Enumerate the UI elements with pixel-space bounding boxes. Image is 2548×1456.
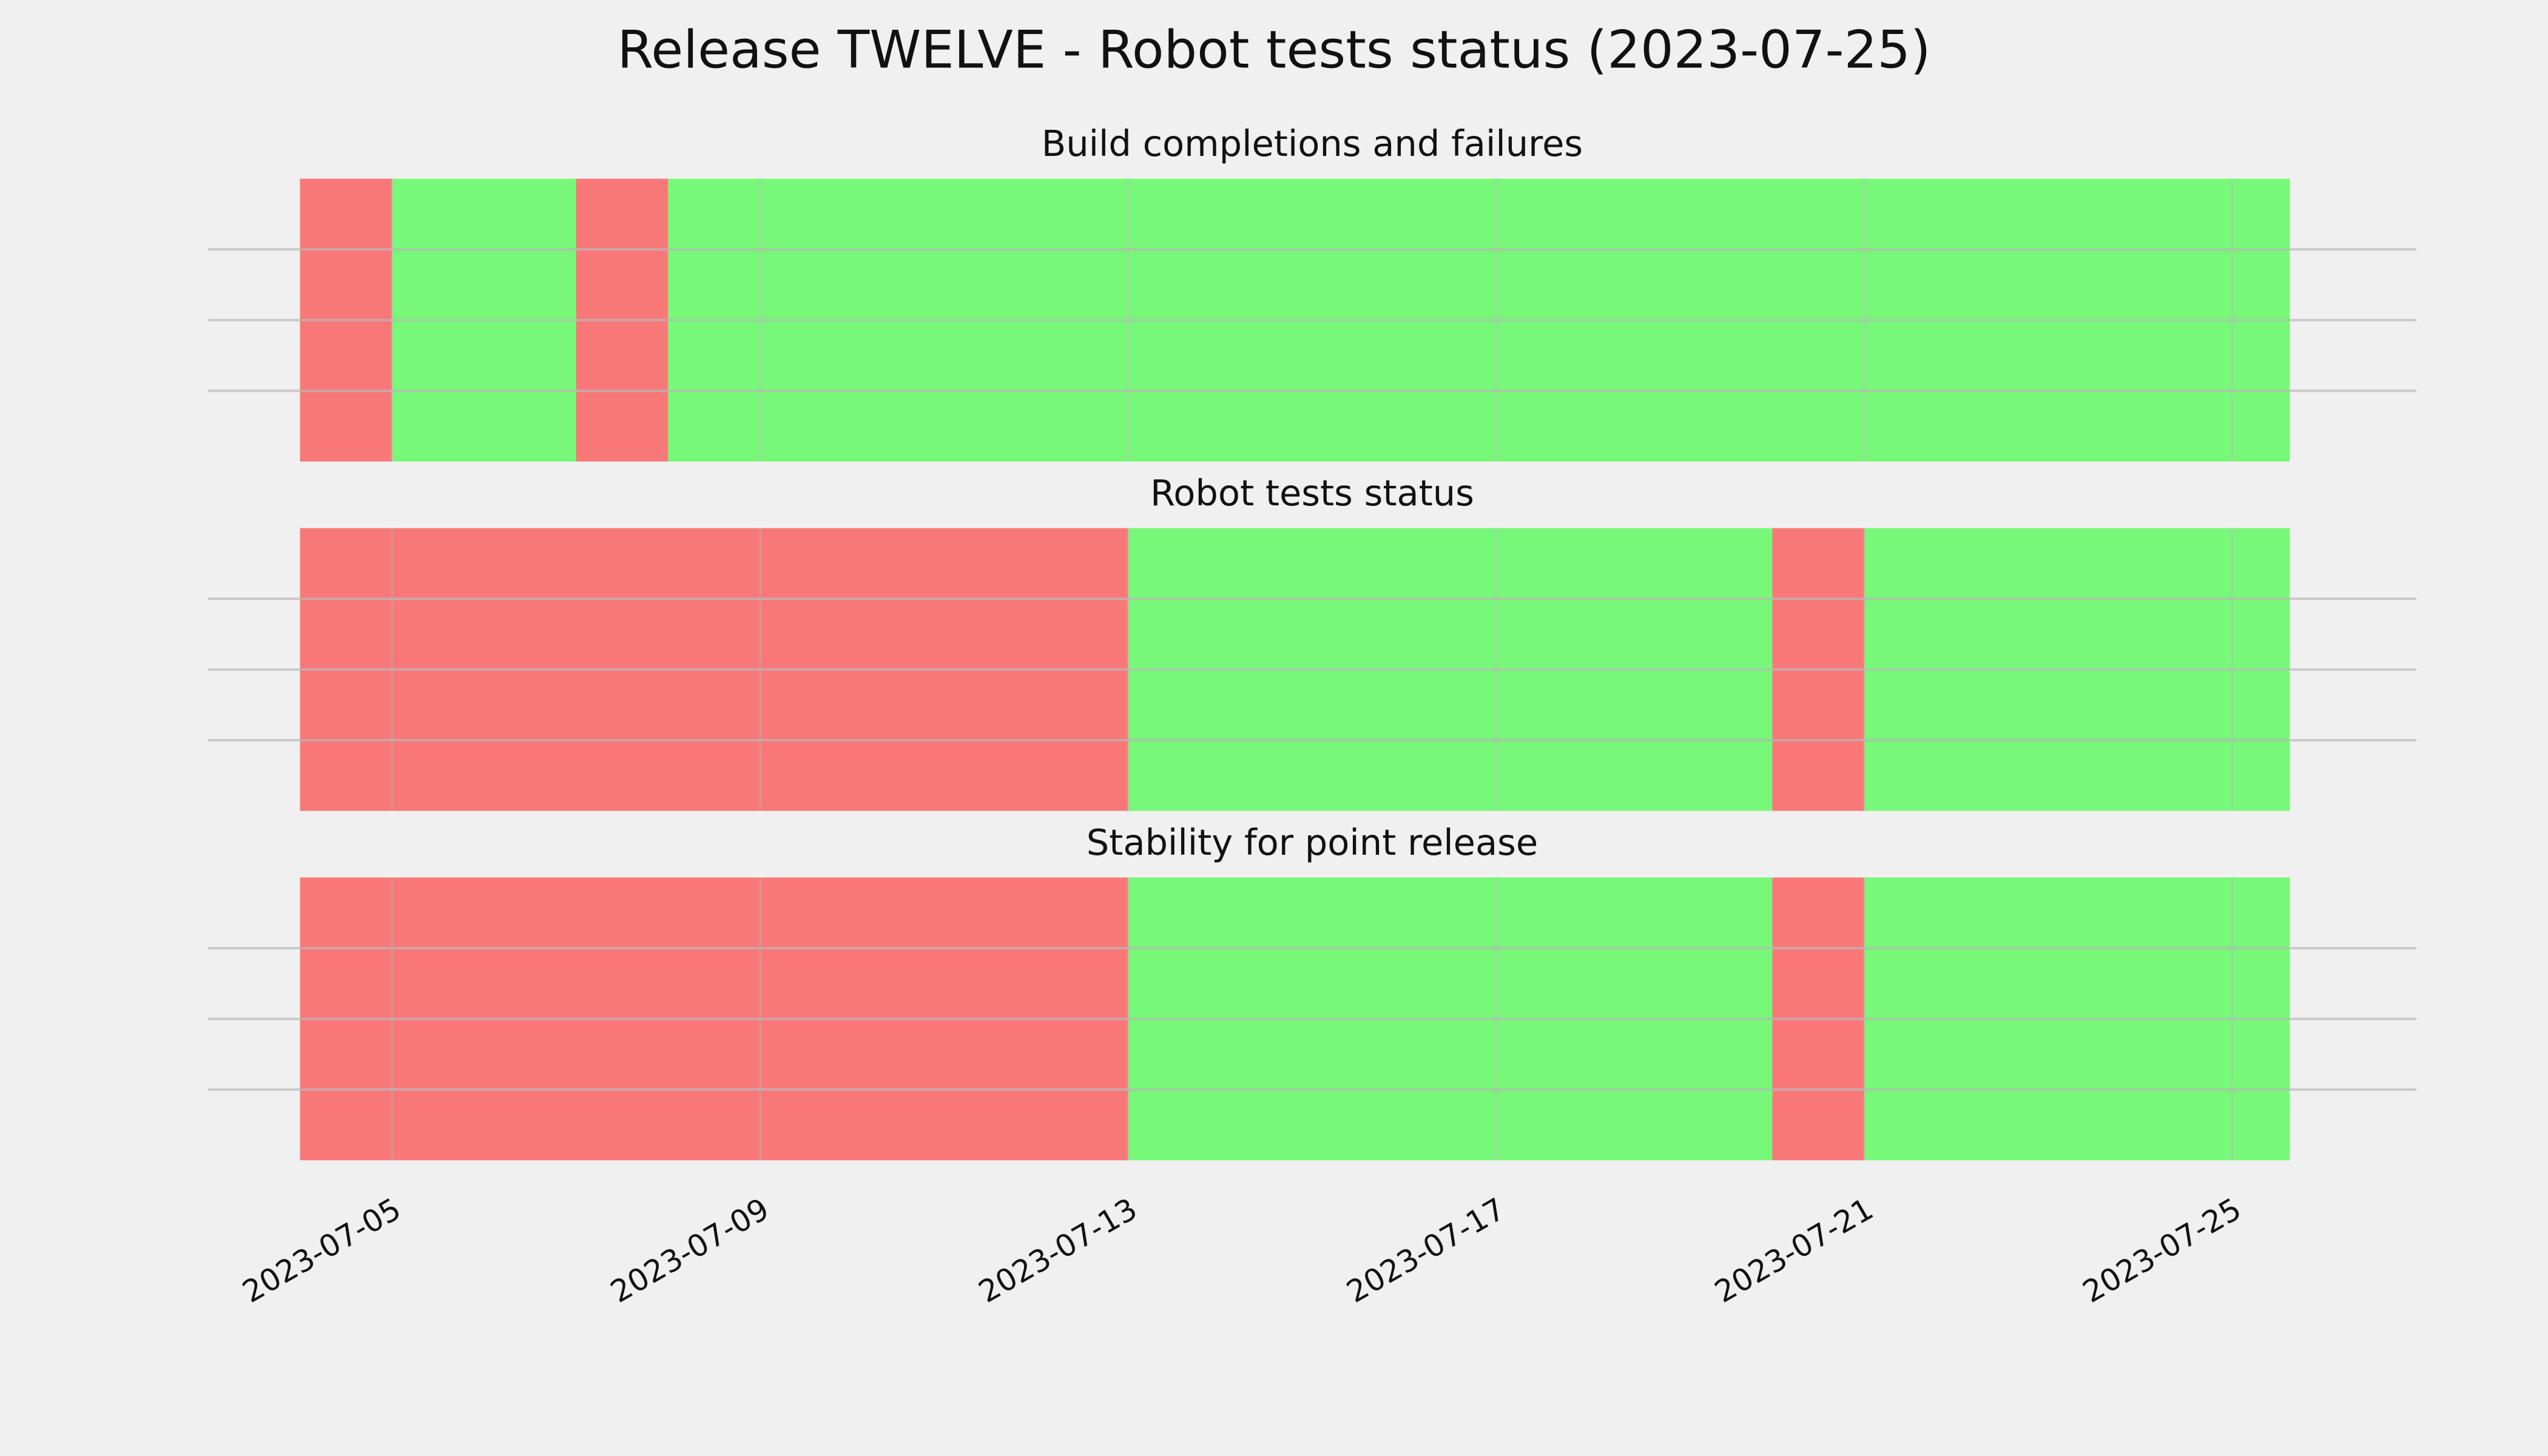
subplot-title: Build completions and failures [1042, 123, 1583, 164]
chart-title: Release TWELVE - Robot tests status (202… [617, 19, 1930, 80]
subplot-title: Robot tests status [1150, 472, 1474, 514]
subplot-title: Stability for point release [1087, 821, 1538, 863]
